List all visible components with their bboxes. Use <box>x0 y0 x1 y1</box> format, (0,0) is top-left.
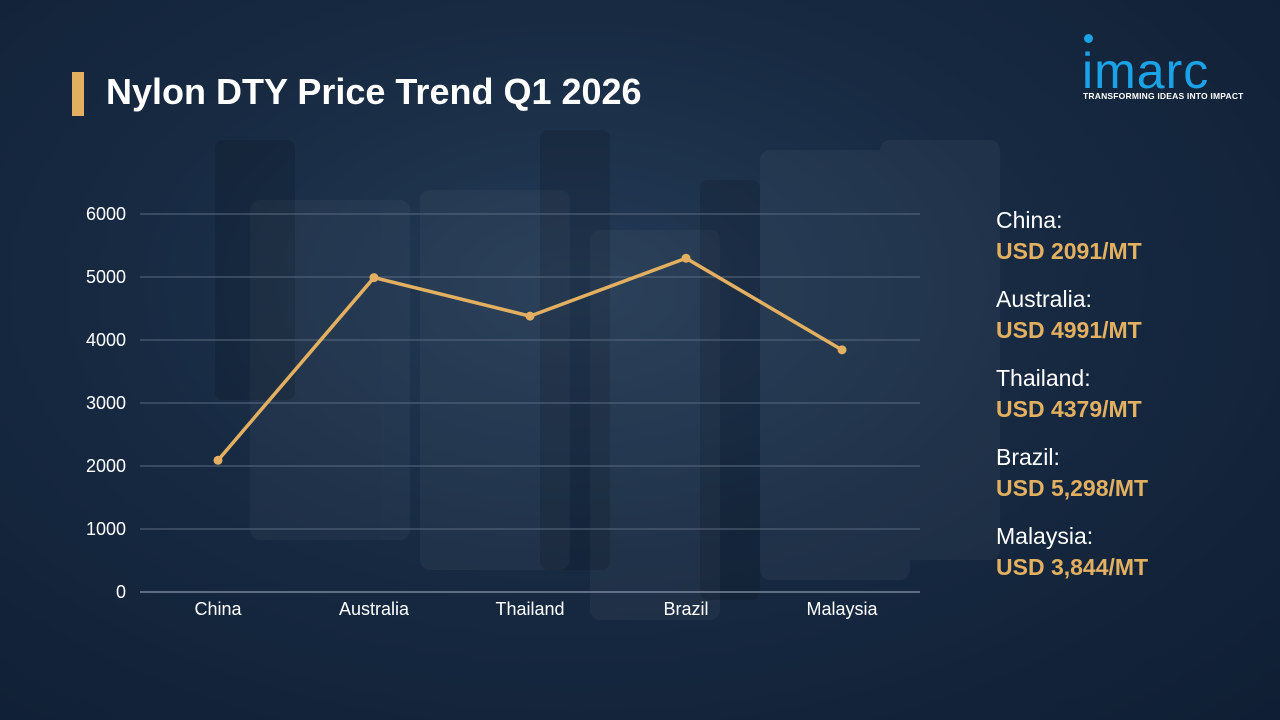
data-point <box>369 273 379 283</box>
x-tick-label: Brazil <box>663 599 708 619</box>
title-accent-bar <box>72 72 84 116</box>
x-tick-label: Thailand <box>495 599 564 619</box>
line-chart: 0 1000 2000 3000 4000 5000 6000 China Australia… <box>86 204 920 619</box>
legend-price: USD 4991/MT <box>996 317 1142 343</box>
data-point <box>213 455 223 465</box>
legend-country: China: <box>996 207 1063 233</box>
grid-lines <box>140 213 920 593</box>
x-tick-label: Australia <box>339 599 410 619</box>
y-tick-label: 1000 <box>86 519 126 539</box>
imarc-logo: imarc TRANSFORMING IDEAS INTO IMPACT <box>1082 32 1250 104</box>
y-tick-label: 3000 <box>86 393 126 413</box>
logo-wordmark: imarc <box>1082 43 1210 99</box>
legend-price: USD 2091/MT <box>996 238 1142 264</box>
y-tick-label: 6000 <box>86 204 126 224</box>
data-point <box>525 311 535 321</box>
legend-price: USD 4379/MT <box>996 396 1142 422</box>
logo-dot <box>1084 34 1093 43</box>
legend-item: Brazil: USD 5,298/MT <box>996 442 1256 504</box>
price-legend-panel: China: USD 2091/MT Australia: USD 4991/MT Th… <box>996 205 1256 600</box>
legend-item: Thailand: USD 4379/MT <box>996 363 1256 425</box>
y-tick-label: 5000 <box>86 267 126 287</box>
y-tick-label: 0 <box>116 582 126 602</box>
y-tick-label: 2000 <box>86 456 126 476</box>
legend-item: Malaysia: USD 3,844/MT <box>996 521 1256 583</box>
y-axis-ticks: 0 1000 2000 3000 4000 5000 6000 <box>86 204 126 602</box>
data-point <box>681 253 691 263</box>
price-series-line <box>216 256 843 462</box>
x-tick-label: China <box>194 599 242 619</box>
legend-item: China: USD 2091/MT <box>996 205 1256 267</box>
logo-tagline: TRANSFORMING IDEAS INTO IMPACT <box>1083 91 1244 101</box>
x-tick-label: Malaysia <box>806 599 878 619</box>
legend-country: Australia: <box>996 286 1092 312</box>
x-axis-ticks: China Australia Thailand Brazil Malaysia <box>194 599 878 619</box>
data-point <box>837 345 847 355</box>
legend-price: USD 3,844/MT <box>996 554 1149 580</box>
page-title: Nylon DTY Price Trend Q1 2026 <box>106 71 642 112</box>
legend-item: Australia: USD 4991/MT <box>996 284 1256 346</box>
y-tick-label: 4000 <box>86 330 126 350</box>
data-points <box>213 253 847 465</box>
legend-country: Thailand: <box>996 365 1091 391</box>
legend-country: Malaysia: <box>996 523 1094 549</box>
legend-country: Brazil: <box>996 444 1060 470</box>
legend-price: USD 5,298/MT <box>996 475 1149 501</box>
